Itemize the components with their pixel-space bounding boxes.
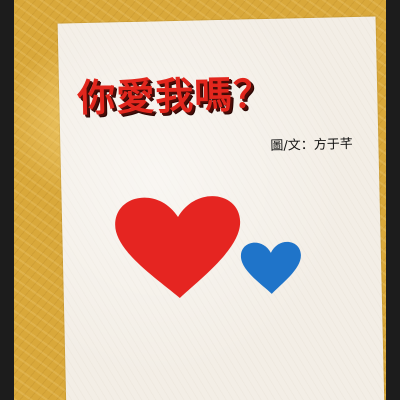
- hearts-illustration: [115, 196, 301, 298]
- cover-card: 你愛我嗎？ 圖/文：方于芊: [57, 16, 385, 400]
- small-blue-heart: [240, 241, 301, 294]
- book-cover: 你愛我嗎？ 圖/文：方于芊: [14, 0, 386, 400]
- big-red-heart: [115, 196, 241, 298]
